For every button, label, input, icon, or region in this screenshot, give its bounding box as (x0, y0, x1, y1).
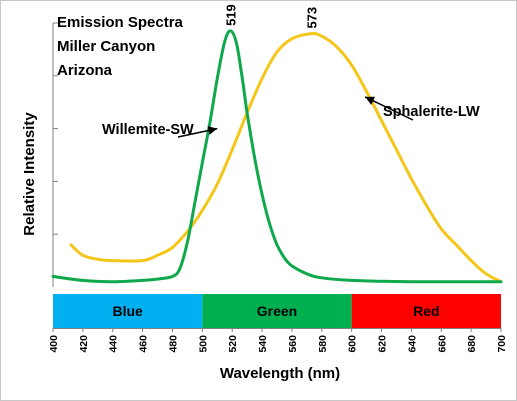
arrow-willemite-sw (177, 126, 218, 138)
chart-title-line-2: Miller Canyon (57, 38, 155, 55)
band-blue (53, 294, 203, 328)
peak-label-519: 519 (224, 4, 239, 26)
x-tick-labels: 400 420 440 460 480 500 520 540 560 580 600 620 640 6… (48, 335, 508, 353)
x-tick-label-580: 580 (317, 335, 329, 353)
annotations: 519 573 Willemite-SW Sphalerite-LW (102, 4, 480, 138)
x-tick-label-540: 540 (257, 335, 269, 353)
x-tick-label-660: 660 (436, 335, 448, 353)
x-tick-label-520: 520 (227, 335, 239, 353)
x-tick-label-480: 480 (167, 335, 179, 353)
x-tick-label-600: 600 (347, 335, 359, 353)
y-axis-label: Relative Intensity (21, 112, 38, 236)
x-tick-label-680: 680 (466, 335, 478, 353)
x-tick-label-400: 400 (48, 335, 60, 353)
band-label-blue: Blue (112, 303, 143, 319)
color-bands: Blue Green Red (53, 294, 501, 328)
x-tick-label-460: 460 (138, 335, 150, 353)
x-tick-label-500: 500 (197, 335, 209, 353)
x-tick-label-560: 560 (287, 335, 299, 353)
series-label-sphalerite-lw: Sphalerite-LW (383, 104, 480, 120)
band-red (351, 294, 501, 328)
series-label-willemite-sw: Willemite-SW (102, 122, 194, 138)
x-tick-label-700: 700 (496, 335, 508, 353)
series-line-sphalerite-lw (69, 31, 503, 284)
x-tick-label-440: 440 (108, 335, 120, 353)
band-green (202, 294, 352, 328)
axes (52, 22, 502, 332)
x-axis-label: Wavelength (nm) (220, 365, 340, 382)
series-line-willemite-sw (51, 29, 503, 284)
arrow-sphalerite-lw (364, 96, 414, 121)
x-tick-label-420: 420 (78, 335, 90, 353)
chart-title-line-1: Emission Spectra (57, 14, 184, 31)
band-label-green: Green (257, 303, 297, 319)
chart-title-line-3: Arizona (57, 62, 113, 79)
peak-label-573: 573 (304, 7, 319, 29)
band-label-red: Red (413, 303, 439, 319)
x-tick-label-620: 620 (377, 335, 389, 353)
series-lines (51, 29, 503, 284)
x-tick-label-640: 640 (406, 335, 418, 353)
